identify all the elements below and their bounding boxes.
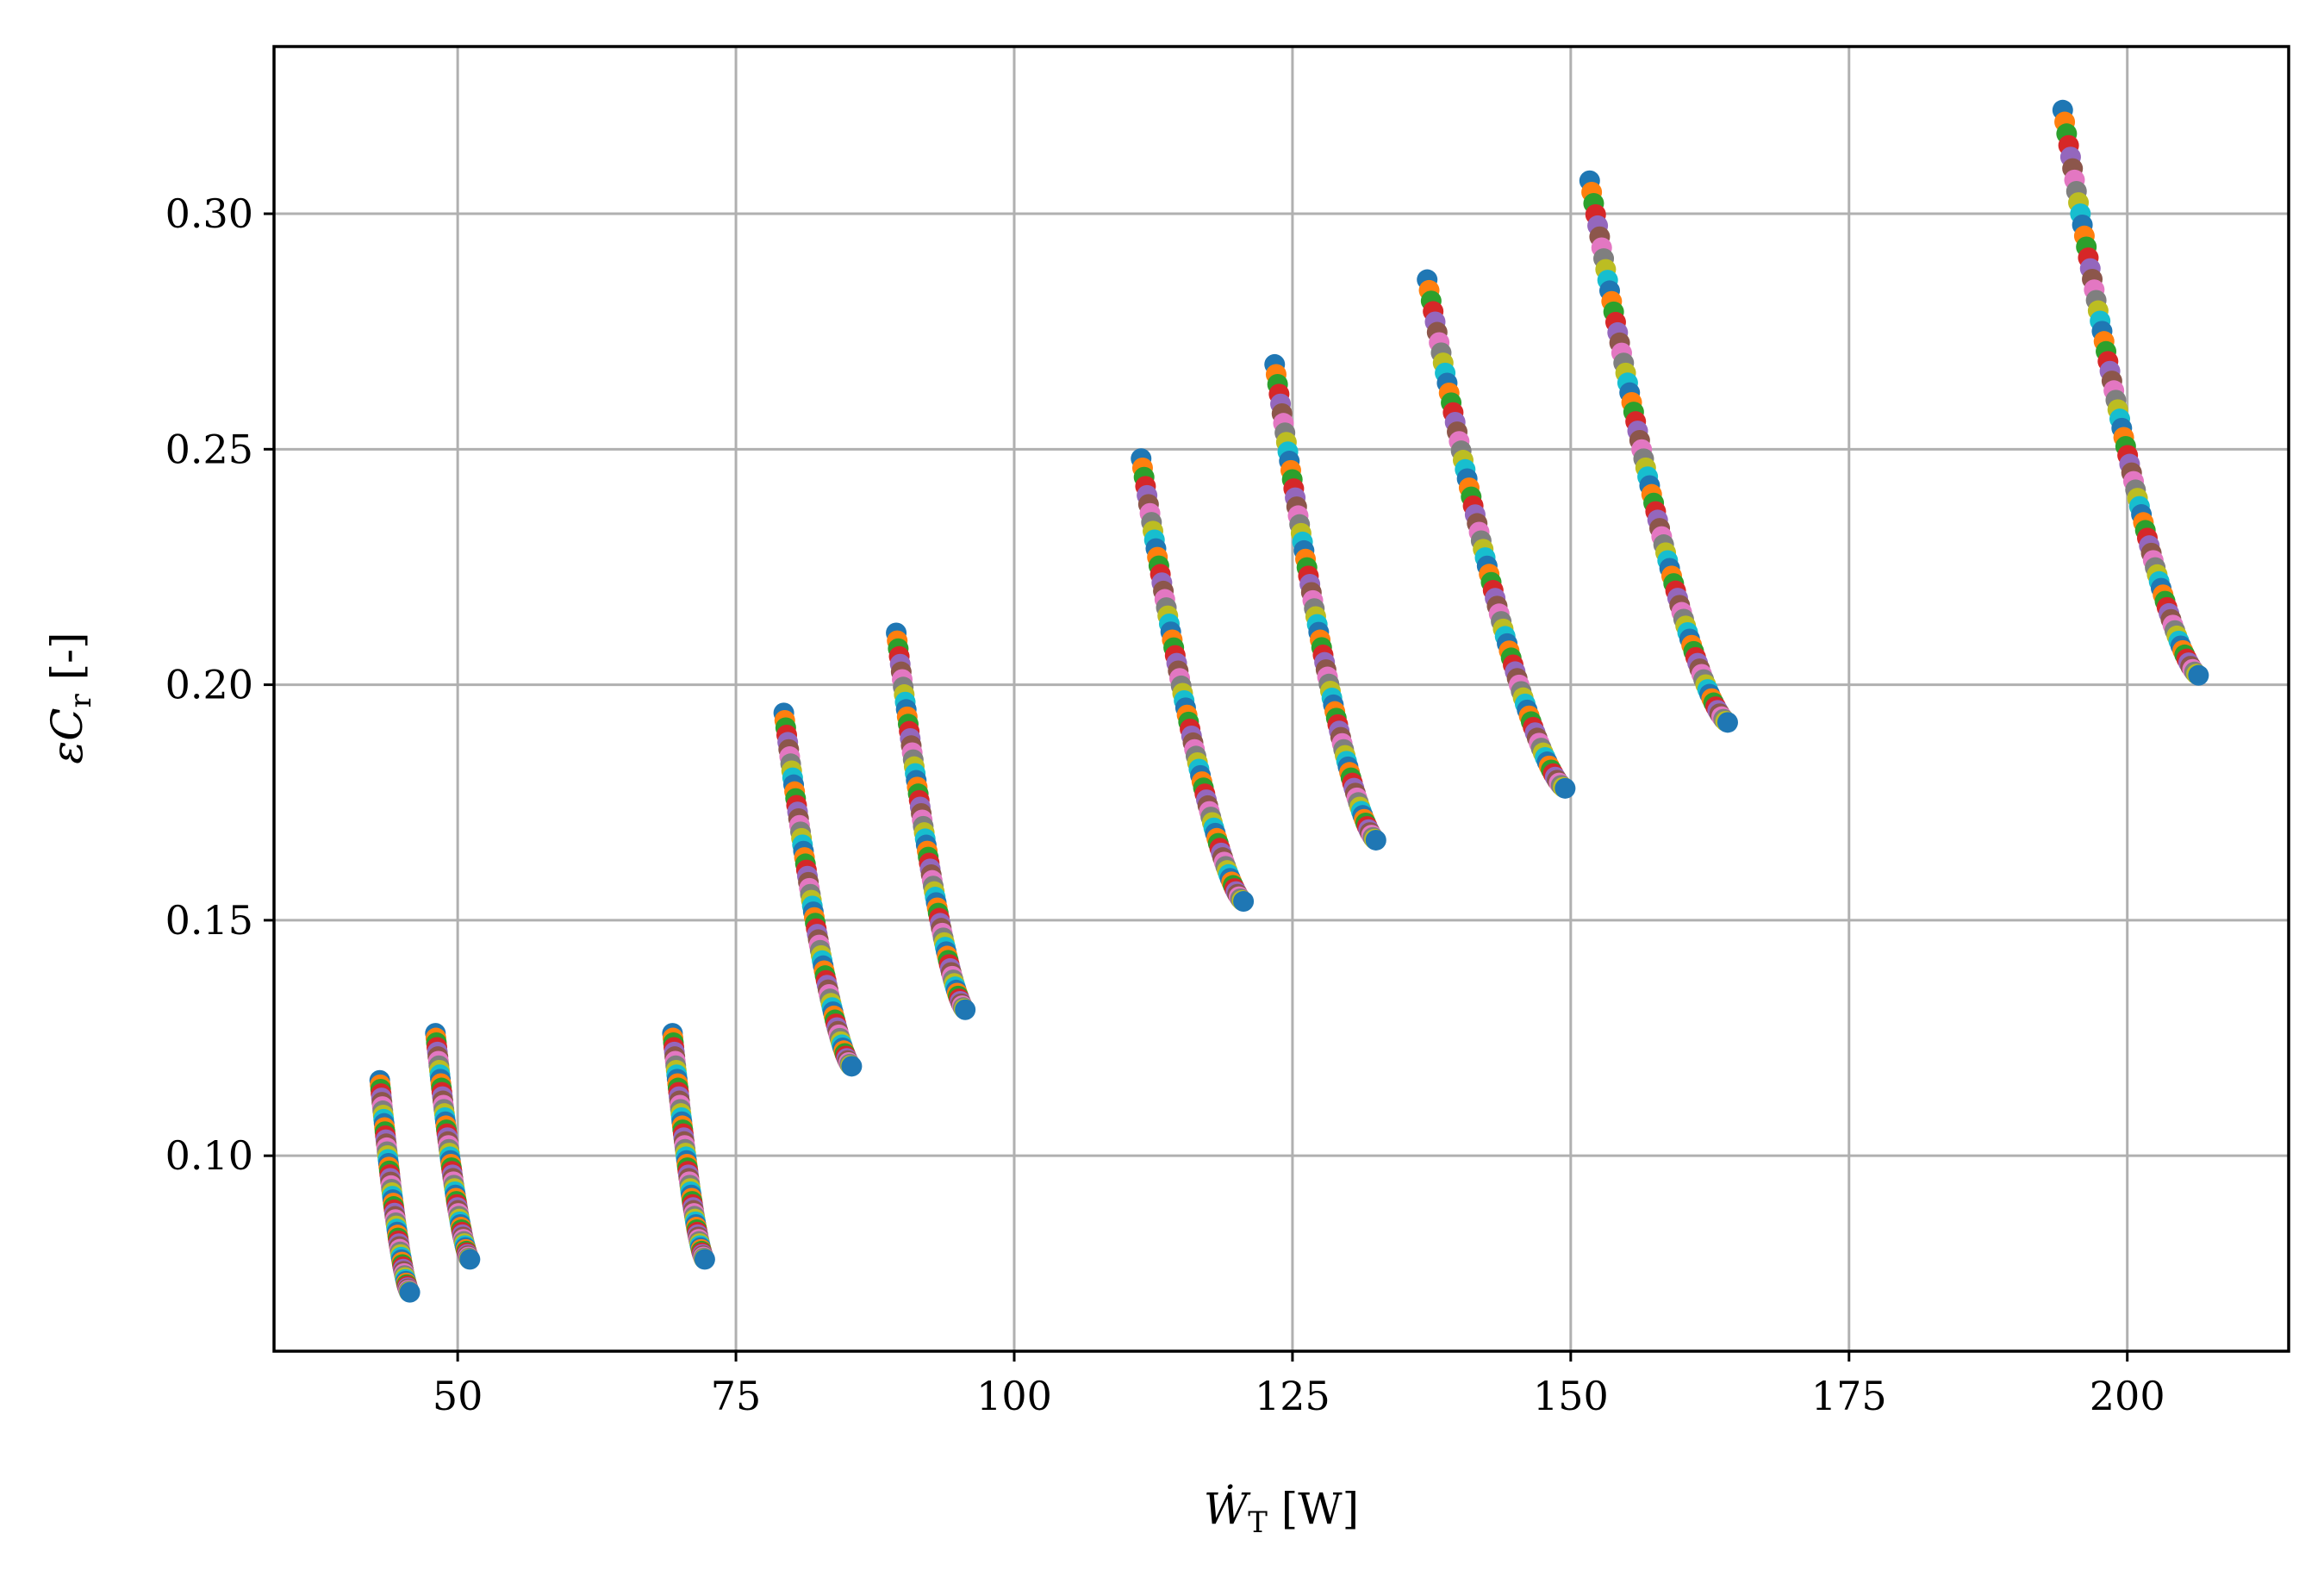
y-tick-label: 0.25 (165, 426, 253, 472)
data-point (841, 1056, 863, 1077)
x-tick-label: 125 (1255, 1373, 1330, 1419)
data-point (1233, 891, 1255, 913)
x-tick-label: 175 (1811, 1373, 1887, 1419)
x-axis-label: ẆT [W] (1204, 1483, 1359, 1540)
data-point (694, 1249, 715, 1270)
y-tick-label: 0.20 (165, 662, 253, 708)
curve-10 (2052, 99, 2209, 686)
y-tick-label: 0.15 (165, 897, 253, 944)
plot-frame (272, 45, 2290, 1353)
x-tick-label: 75 (711, 1373, 762, 1419)
data-point (459, 1249, 481, 1270)
curve-5 (886, 622, 976, 1020)
grid-lines (274, 47, 2289, 1351)
data-points (369, 99, 2209, 1303)
curve-8 (1417, 269, 1576, 799)
data-point (2188, 664, 2209, 686)
x-tick-label: 200 (2090, 1373, 2165, 1419)
y-tick-label: 0.10 (165, 1132, 253, 1179)
y-tick-label: 0.30 (165, 190, 253, 237)
data-point (1365, 829, 1386, 851)
curve-6 (1131, 448, 1255, 913)
data-point (1555, 777, 1576, 799)
data-point (1717, 712, 1738, 733)
data-point (399, 1281, 421, 1303)
x-tick-label: 50 (433, 1373, 483, 1419)
curve-3 (662, 1023, 715, 1270)
curve-7 (1264, 353, 1386, 851)
curve-1 (369, 1069, 421, 1303)
curve-9 (1579, 170, 1738, 733)
x-tick-label: 150 (1533, 1373, 1609, 1419)
curve-2 (425, 1023, 481, 1270)
curve-4 (773, 702, 863, 1077)
y-axis-label: εCr [-] (42, 632, 98, 763)
axis-ticks: 50 75 100 125 150 175 200 0.10 0.15 0.20 0.25 0.30 (165, 190, 2165, 1419)
data-point (955, 999, 976, 1020)
x-tick-label: 100 (976, 1373, 1052, 1419)
